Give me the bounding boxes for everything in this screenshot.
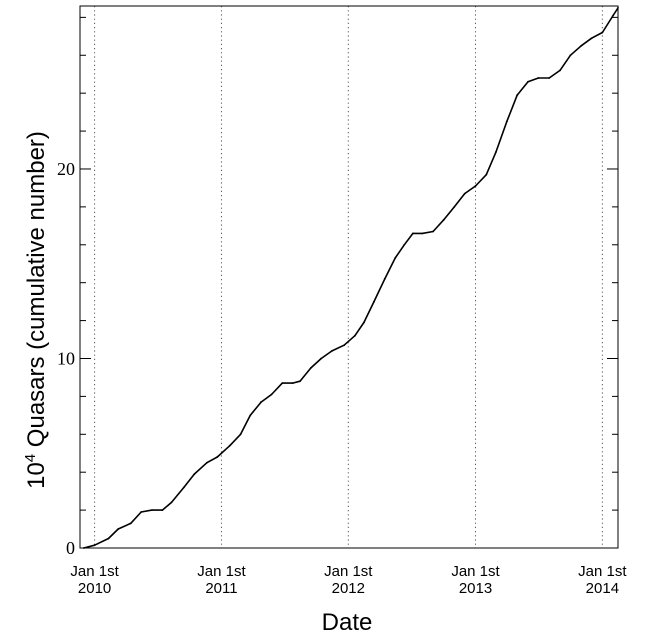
data-point (354, 334, 356, 337)
data-point (343, 344, 346, 347)
data-point (291, 382, 294, 385)
data-point (383, 277, 386, 280)
data-point (394, 257, 397, 259)
data-point (281, 382, 284, 385)
y-tick-label: 0 (66, 538, 75, 558)
data-point (516, 94, 519, 96)
data-point (107, 537, 110, 540)
data-point (193, 473, 196, 475)
y-axis-title-base: 10 (23, 462, 50, 489)
data-point (309, 367, 312, 369)
data-point (601, 31, 604, 34)
data-point (270, 393, 273, 396)
data-point (432, 230, 435, 233)
data-point (170, 501, 173, 504)
data-point (363, 321, 365, 324)
x-axis-title: Date (322, 609, 373, 636)
data-point (412, 232, 414, 235)
data-point (463, 192, 466, 195)
data-point (93, 544, 96, 547)
data-point (537, 77, 540, 79)
data-point (320, 357, 323, 360)
x-tick-label-line2: 2010 (78, 580, 111, 597)
y-tick-label: 10 (57, 348, 75, 368)
x-tick-label-line1: Jan 1st (70, 563, 119, 580)
data-point (569, 54, 572, 57)
data-point (140, 511, 143, 513)
data-point (442, 219, 445, 222)
data-point (403, 243, 406, 246)
data-point (249, 414, 252, 417)
data-point (474, 185, 477, 187)
data-point (548, 77, 551, 79)
data-point (260, 401, 262, 403)
data-point (299, 380, 301, 383)
data-point (421, 232, 424, 235)
y-tick-label: 20 (57, 159, 75, 179)
x-tick-label-line1: Jan 1st (451, 563, 500, 580)
y-minor-ticks (80, 16, 618, 511)
x-tick-label-line2: 2013 (459, 580, 492, 597)
data-point (559, 69, 561, 72)
year-gridlines (94, 6, 603, 548)
plot-area (79, 5, 619, 549)
data-point (495, 151, 497, 153)
data-point (580, 44, 583, 47)
data-point (590, 37, 593, 40)
data-point (505, 120, 508, 123)
data-point (331, 350, 333, 352)
data-point (117, 528, 120, 530)
data-point (453, 205, 456, 208)
data-point (612, 14, 615, 17)
data-point (205, 461, 208, 464)
y-axis-title-exponent: 4 (22, 454, 39, 462)
data-point (151, 509, 153, 511)
y-tick-labels: 0 10 20 (57, 159, 75, 558)
y-major-ticks (80, 168, 618, 549)
x-tick-label-line2: 2011 (205, 580, 237, 597)
x-tick-label-line1: Jan 1st (197, 563, 246, 580)
series-line (83, 7, 619, 549)
data-point (373, 300, 375, 303)
x-tick-label-line1: Jan 1st (324, 563, 373, 580)
line-series (82, 6, 619, 549)
data-point (216, 456, 219, 458)
y-axis-title-rest: Quasars (cumulative number) (23, 131, 50, 454)
data-point (183, 486, 185, 489)
y-axis-title: 104 Quasars (cumulative number) (22, 131, 50, 489)
data-point (239, 433, 242, 436)
x-tick-label-line1: Jan 1st (578, 563, 627, 580)
data-point (228, 444, 231, 447)
data-point (527, 80, 529, 83)
data-point (129, 522, 132, 525)
data-point (161, 509, 164, 511)
x-tick-label-line2: 2012 (332, 580, 365, 597)
x-tick-label-line2: 2014 (586, 580, 619, 597)
data-point (485, 173, 488, 176)
